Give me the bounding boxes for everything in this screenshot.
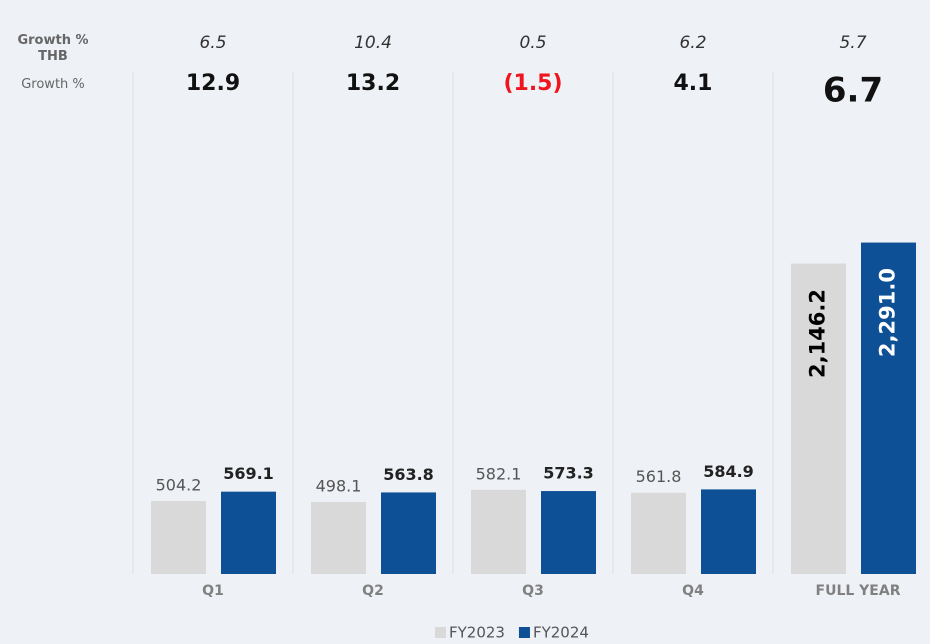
bar-value-label: 584.9: [703, 462, 754, 481]
growth-value: 6.5: [199, 33, 226, 53]
bar: [151, 501, 206, 574]
growth-value: 0.5: [519, 33, 546, 53]
bar: [631, 492, 686, 574]
bar: [381, 492, 436, 574]
growth-value: 6.2: [679, 33, 706, 53]
legend-label: FY2023: [449, 624, 505, 642]
growth-value: 6.7: [823, 71, 883, 111]
growth-value: 13.2: [346, 71, 400, 96]
bar: [861, 242, 916, 574]
legend-swatch: [518, 627, 530, 638]
bar: [471, 489, 526, 574]
bar-value-label: 561.8: [636, 467, 682, 486]
bar-value-label: 569.1: [223, 464, 274, 483]
bar: [791, 263, 846, 574]
bar-value-label: 563.8: [383, 465, 434, 484]
growth-value: 4.1: [674, 71, 713, 96]
row-label: Growth % THB: [17, 33, 89, 64]
bar-value-label: 2,146.2: [806, 289, 830, 378]
legend-label: FY2024: [533, 624, 589, 642]
bar: [311, 501, 366, 574]
legend-swatch: [435, 627, 446, 638]
x-tick-label: Q3: [522, 583, 544, 599]
bar: [541, 491, 596, 574]
row-label: Growth %: [21, 77, 85, 92]
growth-value: 10.4: [354, 33, 392, 53]
bar: [701, 489, 756, 574]
bar-value-label: 2,291.0: [876, 268, 900, 357]
x-tick-label: FULL YEAR: [816, 583, 901, 599]
x-tick-label: Q4: [682, 583, 704, 599]
growth-value: 12.9: [186, 71, 240, 96]
bar-value-label: 504.2: [156, 476, 202, 495]
bar-value-label: 573.3: [543, 464, 594, 483]
bar: [221, 491, 276, 574]
x-tick-label: Q2: [362, 583, 384, 599]
growth-value: 5.7: [839, 33, 866, 53]
bar-value-label: 498.1: [316, 476, 362, 495]
x-tick-label: Q1: [202, 583, 224, 599]
growth-value: (1.5): [503, 71, 562, 96]
bar-value-label: 582.1: [476, 464, 522, 483]
